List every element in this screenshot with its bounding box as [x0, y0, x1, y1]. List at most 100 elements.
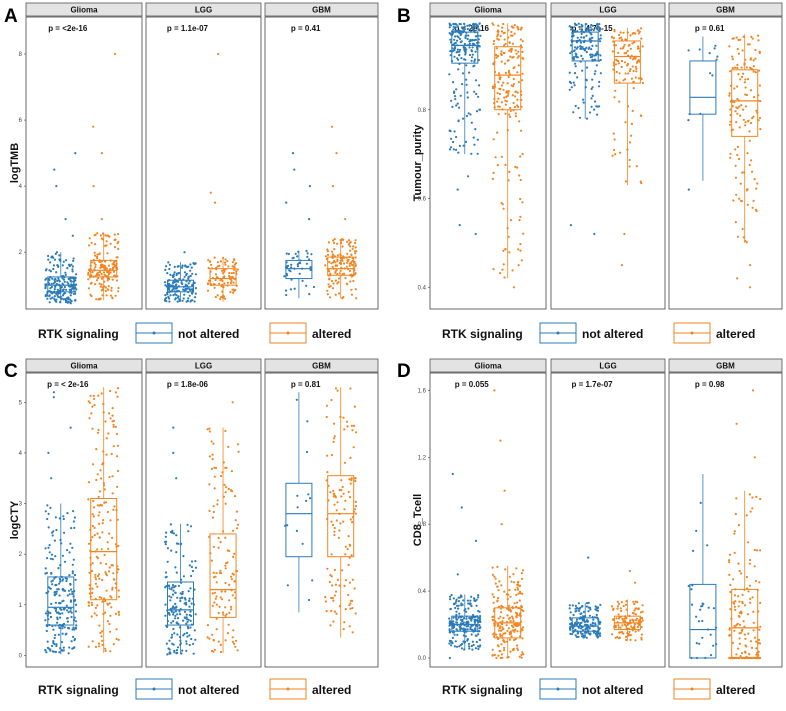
- data-point: [594, 608, 597, 611]
- data-point: [177, 584, 180, 588]
- data-point: [326, 471, 329, 474]
- data-point: [582, 47, 585, 51]
- data-point: [99, 285, 102, 288]
- data-point: [67, 296, 70, 299]
- data-point: [520, 129, 523, 132]
- data-point: [221, 279, 224, 283]
- data-point: [185, 640, 188, 643]
- data-point: [749, 67, 753, 70]
- data-point: [236, 649, 239, 652]
- data-point: [519, 38, 523, 41]
- data-point: [635, 607, 638, 610]
- data-point: [61, 632, 64, 635]
- data-point: [463, 50, 467, 53]
- data-point: [223, 261, 227, 264]
- data-point: [97, 514, 100, 517]
- data-point: [451, 641, 454, 645]
- data-point: [182, 634, 185, 637]
- data-point: [181, 649, 184, 652]
- data-point: [610, 36, 614, 39]
- data-point: [619, 607, 622, 610]
- data-point: [104, 260, 107, 263]
- data-point: [513, 95, 517, 98]
- data-point: [193, 629, 196, 632]
- data-point: [585, 636, 588, 639]
- data-point: [67, 652, 70, 655]
- data-point: [187, 282, 190, 285]
- data-point: [734, 221, 738, 224]
- data-point: [587, 606, 590, 609]
- legend-label-not_altered: not altered: [582, 683, 643, 697]
- data-point: [744, 637, 747, 640]
- data-point: [98, 536, 101, 539]
- data-point: [499, 650, 502, 653]
- data-point: [452, 148, 455, 151]
- data-point: [639, 611, 643, 614]
- data-point: [226, 549, 229, 552]
- data-point: [61, 612, 64, 615]
- data-point: [46, 297, 49, 300]
- data-point: [305, 262, 308, 265]
- data-point: [460, 647, 463, 650]
- data-point: [168, 267, 171, 271]
- data-point: [492, 39, 496, 43]
- data-point: [455, 645, 459, 648]
- data-point: [112, 643, 115, 646]
- data-point: [117, 610, 120, 614]
- data-point: [107, 288, 110, 291]
- data-point: [748, 43, 751, 46]
- group-not_altered: [448, 472, 482, 660]
- data-point: [469, 28, 472, 31]
- data-point: [629, 619, 632, 622]
- data-point: [687, 49, 690, 52]
- data-point: [117, 290, 120, 293]
- data-point: [175, 534, 178, 537]
- data-point: [167, 611, 170, 615]
- data-point: [624, 72, 627, 75]
- data-point: [107, 412, 111, 415]
- data-point: [231, 594, 234, 597]
- data-point: [168, 263, 171, 266]
- data-point: [339, 269, 342, 272]
- data-point: [227, 623, 230, 626]
- data-point: [343, 262, 346, 265]
- data-point: [756, 182, 759, 185]
- data-point: [520, 259, 523, 262]
- data-point: [216, 265, 219, 268]
- data-point: [230, 279, 233, 283]
- data-point: [508, 575, 511, 578]
- data-point: [96, 273, 99, 277]
- data-point: [574, 23, 577, 26]
- data-point: [633, 41, 636, 44]
- data-point: [57, 265, 60, 268]
- data-point: [751, 496, 754, 499]
- data-point: [100, 152, 103, 155]
- data-point: [755, 109, 758, 112]
- data-point: [455, 604, 459, 607]
- data-point: [176, 633, 179, 636]
- data-point: [463, 42, 466, 46]
- data-point: [506, 94, 509, 97]
- data-point: [590, 105, 593, 108]
- data-point: [510, 25, 513, 28]
- data-point: [51, 625, 54, 628]
- data-point: [509, 48, 512, 51]
- data-point: [344, 545, 347, 548]
- data-point: [177, 280, 180, 283]
- data-point: [635, 67, 638, 70]
- data-point: [340, 495, 343, 498]
- data-point: [461, 642, 464, 646]
- data-point: [728, 553, 732, 556]
- data-point: [219, 260, 222, 263]
- data-point: [65, 579, 68, 583]
- data-point: [332, 489, 335, 492]
- data-point: [491, 654, 494, 657]
- data-point: [212, 639, 215, 642]
- legend-title: RTK signaling: [442, 683, 523, 697]
- data-point: [109, 595, 112, 598]
- data-point: [172, 620, 175, 623]
- data-point: [736, 145, 740, 148]
- data-point: [214, 278, 217, 282]
- data-point: [298, 272, 301, 275]
- data-point: [90, 615, 93, 618]
